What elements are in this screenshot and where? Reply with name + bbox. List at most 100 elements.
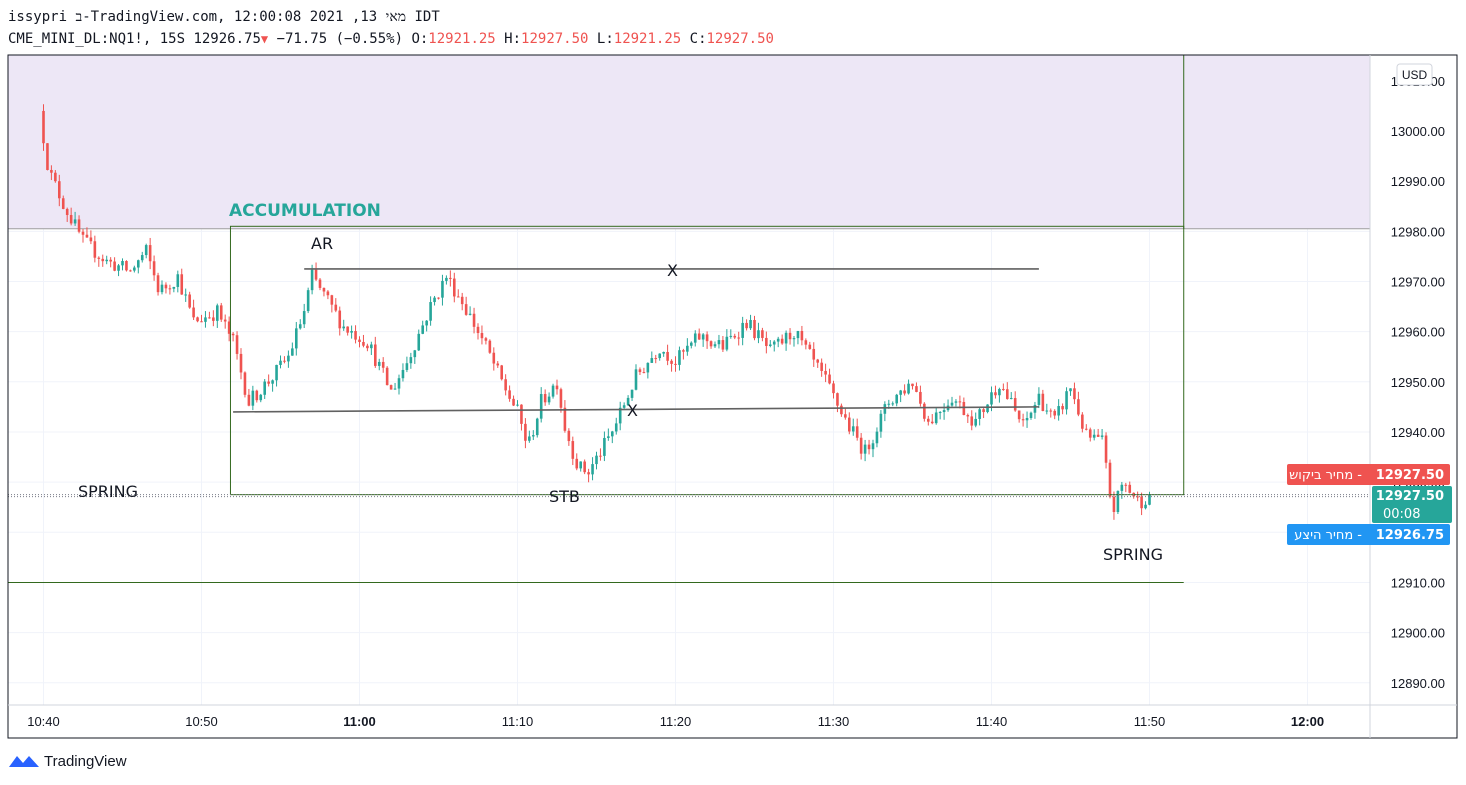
candle-body (137, 260, 140, 268)
candle-body (658, 353, 661, 359)
candle-body (117, 265, 120, 271)
candle-body (1037, 393, 1041, 405)
candle-body (449, 277, 452, 279)
candle-body (970, 416, 974, 426)
last-value: 12926.75 (193, 31, 261, 47)
candle-body (291, 348, 294, 356)
candle-body (587, 472, 590, 475)
low-value: 12921.25 (613, 31, 682, 47)
candle-body (275, 364, 278, 381)
candle-body (966, 415, 970, 417)
candle-body (271, 380, 274, 384)
candle-body (196, 317, 199, 322)
candle-body (401, 369, 405, 379)
candle-body (1112, 496, 1116, 512)
candle-body (942, 410, 946, 413)
candle-body (583, 461, 586, 473)
candle-body (709, 341, 713, 347)
time-axis-label: 11:00 (343, 714, 376, 729)
candle-body (1069, 388, 1072, 392)
candle-body (50, 169, 53, 173)
candle-body (366, 345, 369, 349)
candle-body (121, 261, 124, 266)
candle-body (686, 345, 689, 352)
candle-body (381, 361, 385, 368)
candle-body (844, 414, 847, 418)
candle-body (73, 219, 77, 224)
candle-body (433, 297, 436, 303)
candle-body (595, 455, 598, 465)
candle-body (1140, 496, 1143, 509)
candle-body (800, 330, 804, 341)
candle-body (476, 326, 480, 334)
down-arrow-icon: ▼ (260, 32, 269, 46)
symbol-label: CME_MINI_DL:NQ1!, 15S (8, 31, 186, 47)
candle-body (721, 340, 725, 350)
candle-body (1009, 398, 1013, 400)
candle-body (101, 258, 105, 262)
candle-body (342, 326, 345, 329)
candle-body (1033, 404, 1037, 413)
candle-body (46, 143, 49, 170)
candle-body (318, 279, 322, 288)
candle-body (532, 435, 535, 437)
candle-body (156, 275, 160, 293)
candle-body (85, 234, 89, 238)
candle-body (152, 261, 156, 276)
candle-body (543, 394, 547, 403)
candle-body (737, 337, 740, 339)
candle-body (725, 336, 729, 350)
candle-body (168, 288, 172, 290)
candle-body (437, 297, 440, 299)
candle-body (1144, 504, 1147, 509)
candle-body (160, 284, 164, 293)
candle-body (646, 362, 650, 373)
close-value: 12927.50 (706, 31, 774, 47)
price-axis-label: 12940.00 (1391, 425, 1445, 440)
candle-body (1073, 388, 1076, 400)
candles-layer (42, 104, 1151, 520)
candle-body (389, 385, 393, 390)
candle-body (792, 338, 796, 340)
price-axis-label: 12970.00 (1391, 274, 1445, 289)
candle-body (1136, 496, 1139, 498)
candle-body (705, 334, 709, 342)
candle-body (804, 340, 808, 345)
candle-body (492, 352, 496, 364)
candle-body (796, 330, 800, 339)
candle-body (287, 355, 290, 362)
candle-body (1100, 435, 1104, 437)
chart-frame (7, 54, 1458, 739)
candle-body (1057, 406, 1060, 416)
candle-body (496, 363, 500, 366)
time-axis-label: 12:00 (1291, 714, 1324, 729)
candle-body (231, 333, 235, 336)
candle-body (97, 257, 101, 259)
time-axis-label: 11:20 (660, 714, 692, 729)
candle-body (219, 305, 223, 320)
candle-body (133, 267, 136, 271)
ohlc-legend: CME_MINI_DL:NQ1!, 15S 12926.75▼ −71.75 (… (8, 31, 774, 47)
candle-body (338, 310, 342, 329)
candle-body (354, 331, 357, 340)
candle-body (678, 350, 681, 365)
candle-body (859, 437, 863, 454)
candle-body (1025, 418, 1029, 421)
candle-body (674, 363, 677, 365)
price-axis-label: 13000.00 (1391, 124, 1445, 139)
candle-body (820, 362, 823, 371)
candle-body (1029, 412, 1033, 419)
candle-body (1061, 406, 1064, 410)
annotation-labels: ACCUMULATION AR X X SPRING STB SPRING (78, 201, 1163, 564)
candle-body (417, 333, 421, 351)
candle-body (480, 333, 484, 339)
countdown: 00:08 (1383, 507, 1420, 522)
candle-body (140, 255, 144, 261)
candle-body (109, 259, 112, 262)
candle-body (144, 245, 148, 256)
candle-body (812, 348, 816, 360)
candle-body (579, 461, 582, 469)
candle-body (607, 436, 610, 438)
tradingview-logo[interactable]: TradingView (8, 752, 127, 770)
